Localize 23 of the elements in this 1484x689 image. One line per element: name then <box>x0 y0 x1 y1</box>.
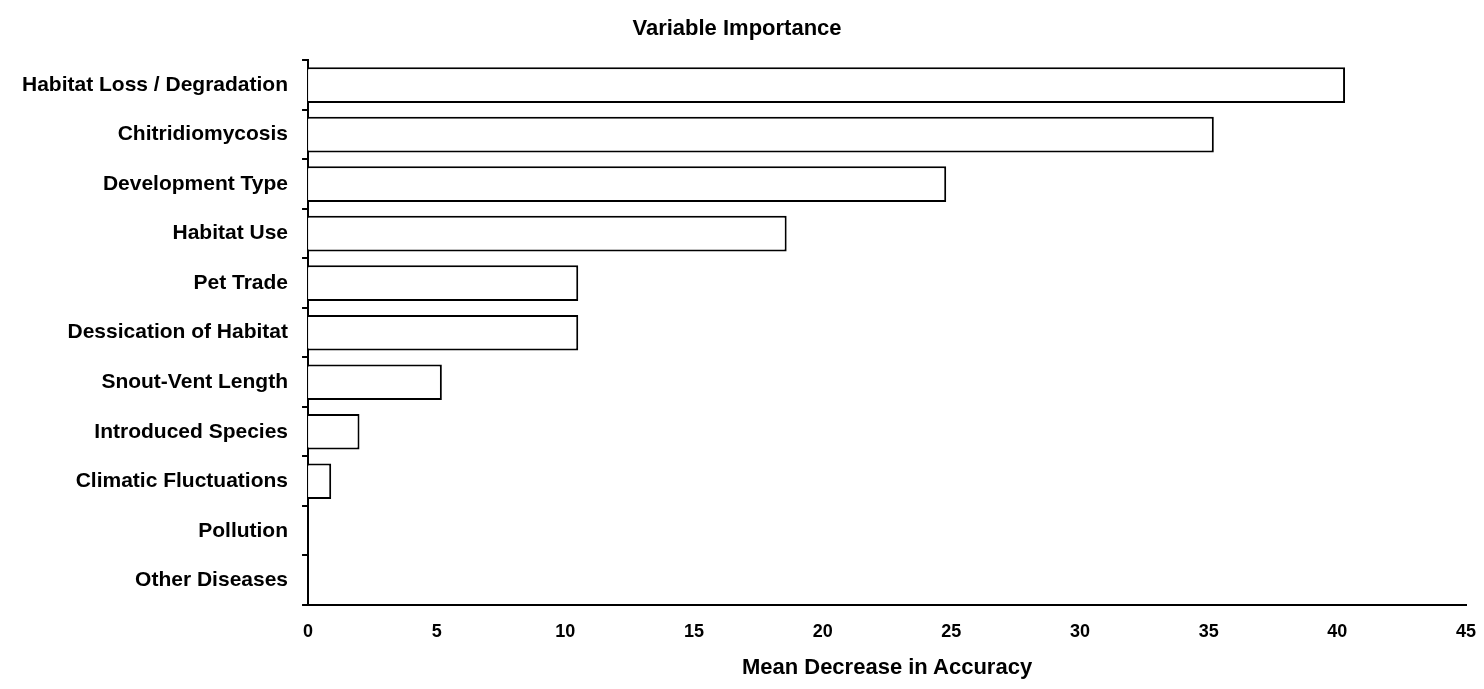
y-tick-label: Introduced Species <box>94 418 289 442</box>
y-tick-label: Other Diseases <box>135 567 289 591</box>
x-tick-label: 45 <box>1455 620 1476 641</box>
y-tick-label: Climatic Fluctuations <box>75 468 289 492</box>
x-tick-label: 30 <box>1069 620 1091 641</box>
y-tick-label: Pollution <box>198 517 289 541</box>
y-tick-label: Dessication of Habitat <box>67 319 289 343</box>
x-tick-label: 20 <box>812 620 833 641</box>
x-tick-label: 40 <box>1327 620 1348 641</box>
y-tick-label: Habitat Use <box>172 220 289 244</box>
y-tick-label: Snout-Vent Length <box>101 369 289 393</box>
chart-title: Variable Importance <box>632 15 842 41</box>
y-tick-label: Chitridiomycosis <box>117 121 289 145</box>
y-tick-label: Habitat Loss / Degradation <box>21 71 289 95</box>
y-tick-label: Pet Trade <box>193 269 289 293</box>
x-tick-label: 10 <box>555 620 576 641</box>
y-tick-label: Development Type <box>102 170 289 194</box>
x-tick-label: 15 <box>684 620 705 641</box>
x-tick-label: 5 <box>431 620 442 641</box>
x-tick-label: 0 <box>303 620 314 641</box>
x-axis-title: Mean Decrease in Accuracy <box>741 653 1033 679</box>
x-tick-label: 25 <box>941 620 962 641</box>
x-tick-label: 35 <box>1198 620 1219 641</box>
